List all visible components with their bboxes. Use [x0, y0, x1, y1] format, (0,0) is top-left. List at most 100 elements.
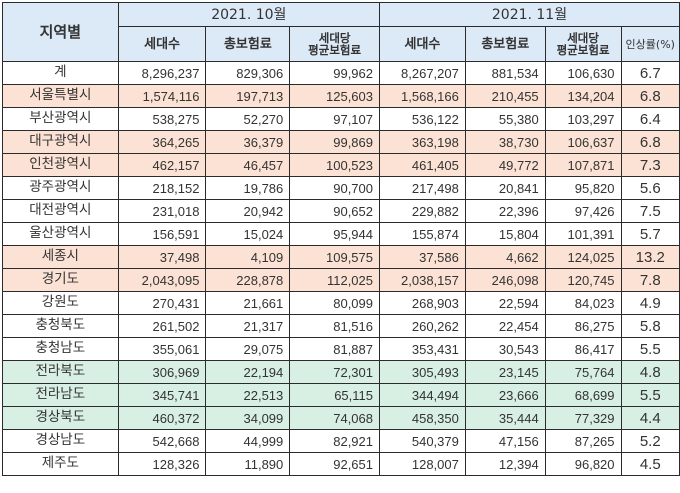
- avg-premium-oct-cell: 109,575: [289, 245, 380, 269]
- premium-oct-cell: 44,999: [205, 429, 291, 453]
- increase-rate-cell: 5.5: [620, 337, 680, 361]
- avg-premium-oct-cell: 81,887: [289, 337, 380, 361]
- households-nov-cell: 2,038,157: [379, 268, 466, 292]
- households-oct-cell: 364,265: [117, 130, 207, 154]
- increase-rate-cell: 7.8: [620, 268, 680, 292]
- table-row: 충청북도 261,502 21,317 81,516 260,262 22,454 86,2…: [2, 314, 680, 338]
- households-nov-cell: 363,198: [379, 130, 466, 154]
- avg-premium-oct-cell: 112,025: [289, 268, 380, 292]
- premium-nov-cell: 22,594: [464, 291, 546, 315]
- region-cell: 충청남도: [2, 337, 119, 361]
- avg-premium-nov-cell: 95,820: [544, 176, 622, 200]
- avg-premium-nov-cell: 101,391: [544, 222, 622, 246]
- region-cell: 인천광역시: [2, 153, 119, 177]
- avg-premium-nov-cell: 86,417: [544, 337, 622, 361]
- region-column-header: 지역별: [2, 2, 119, 62]
- avg-premium-oct-cell: 90,700: [289, 176, 380, 200]
- increase-rate-cell: 5.2: [620, 429, 680, 453]
- region-cell: 광주광역시: [2, 176, 119, 200]
- region-cell: 경상북도: [2, 406, 119, 430]
- premium-oct-cell: 46,457: [205, 153, 291, 177]
- premium-nov-cell: 881,534: [464, 61, 546, 85]
- table-row: 울산광역시 156,591 15,024 95,944 155,874 15,804 101…: [2, 222, 680, 246]
- households-oct-cell: 355,061: [117, 337, 207, 361]
- premium-nov-cell: 12,394: [464, 452, 546, 476]
- households-nov-cell: 536,122: [379, 107, 466, 131]
- premium-oct-cell: 52,270: [205, 107, 291, 131]
- households-oct-cell: 156,591: [117, 222, 207, 246]
- region-cell: 세종시: [2, 245, 119, 269]
- premium-nov-cell: 30,543: [464, 337, 546, 361]
- premium-oct-cell: 34,099: [205, 406, 291, 430]
- premium-oct-cell: 21,661: [205, 291, 291, 315]
- premium-nov-cell: 55,380: [464, 107, 546, 131]
- table-row: 부산광역시 538,275 52,270 97,107 536,122 55,380 103…: [2, 107, 680, 131]
- avg-premium-oct-cell: 95,944: [289, 222, 380, 246]
- table-row: 제주도 128,326 11,890 92,651 128,007 12,394 96,82…: [2, 452, 680, 476]
- premium-nov-cell: 23,666: [464, 383, 546, 407]
- table-body: 계 8,296,237 829,306 99,962 8,267,207 881,534 1…: [2, 61, 680, 476]
- premium-nov-cell: 22,454: [464, 314, 546, 338]
- table-row: 경기도 2,043,095 228,878 112,025 2,038,157 246,0…: [2, 268, 680, 292]
- households-oct-cell: 1,574,116: [117, 84, 207, 108]
- premium-oct-cell: 829,306: [205, 61, 291, 85]
- premium-nov-header: 총보험료: [464, 26, 546, 62]
- avg-premium-oct-cell: 80,099: [289, 291, 380, 315]
- avg-premium-nov-cell: 86,275: [544, 314, 622, 338]
- premium-oct-cell: 11,890: [205, 452, 291, 476]
- avg-premium-oct-header: 세대당 평균보험료: [289, 26, 380, 62]
- households-nov-cell: 353,431: [379, 337, 466, 361]
- avg-premium-nov-cell: 107,871: [544, 153, 622, 177]
- period-nov-header: 2021. 11월: [379, 2, 680, 27]
- table-row: 경상북도 460,372 34,099 74,068 458,350 35,444 77,3…: [2, 406, 680, 430]
- increase-rate-cell: 4.9: [620, 291, 680, 315]
- avg-premium-nov-cell: 68,699: [544, 383, 622, 407]
- premium-oct-cell: 22,194: [205, 360, 291, 384]
- avg-premium-nov-cell: 124,025: [544, 245, 622, 269]
- premium-nov-cell: 23,145: [464, 360, 546, 384]
- increase-rate-cell: 6.8: [620, 84, 680, 108]
- premium-oct-cell: 36,379: [205, 130, 291, 154]
- table-row: 인천광역시 462,157 46,457 100,523 461,405 49,772 10…: [2, 153, 680, 177]
- increase-rate-cell: 4.5: [620, 452, 680, 476]
- avg-premium-nov-cell: 106,637: [544, 130, 622, 154]
- households-nov-cell: 229,882: [379, 199, 466, 223]
- table-row: 세종시 37,498 4,109 109,575 37,586 4,662 124,025 1…: [2, 245, 680, 269]
- avg-premium-oct-cell: 97,107: [289, 107, 380, 131]
- avg-premium-oct-cell: 92,651: [289, 452, 380, 476]
- households-oct-cell: 2,043,095: [117, 268, 207, 292]
- increase-rate-cell: 4.4: [620, 406, 680, 430]
- table-row: 광주광역시 218,152 19,786 90,700 217,498 20,841 95,…: [2, 176, 680, 200]
- households-nov-cell: 461,405: [379, 153, 466, 177]
- premium-nov-cell: 35,444: [464, 406, 546, 430]
- households-oct-cell: 538,275: [117, 107, 207, 131]
- premium-nov-cell: 38,730: [464, 130, 546, 154]
- households-nov-cell: 155,874: [379, 222, 466, 246]
- households-oct-cell: 462,157: [117, 153, 207, 177]
- premium-oct-cell: 29,075: [205, 337, 291, 361]
- avg-premium-nov-cell: 103,297: [544, 107, 622, 131]
- premium-nov-cell: 15,804: [464, 222, 546, 246]
- increase-rate-cell: 5.7: [620, 222, 680, 246]
- households-oct-cell: 306,969: [117, 360, 207, 384]
- increase-rate-header: 인상률(%): [620, 26, 680, 62]
- households-oct-cell: 37,498: [117, 245, 207, 269]
- premium-oct-cell: 19,786: [205, 176, 291, 200]
- region-cell: 경기도: [2, 268, 119, 292]
- table-header: 지역별 2021. 10월 2021. 11월 세대수 총보험료 세대당 평균보…: [2, 2, 680, 62]
- premium-nov-cell: 246,098: [464, 268, 546, 292]
- avg-premium-oct-cell: 72,301: [289, 360, 380, 384]
- region-cell: 부산광역시: [2, 107, 119, 131]
- avg-premium-nov-cell: 96,820: [544, 452, 622, 476]
- increase-rate-cell: 5.5: [620, 383, 680, 407]
- households-nov-cell: 37,586: [379, 245, 466, 269]
- region-cell: 대전광역시: [2, 199, 119, 223]
- avg-premium-nov-cell: 106,630: [544, 61, 622, 85]
- households-oct-cell: 128,326: [117, 452, 207, 476]
- region-cell: 강원도: [2, 291, 119, 315]
- region-cell: 제주도: [2, 452, 119, 476]
- households-oct-cell: 8,296,237: [117, 61, 207, 85]
- premium-oct-cell: 21,317: [205, 314, 291, 338]
- premium-nov-cell: 20,841: [464, 176, 546, 200]
- premium-nov-cell: 22,396: [464, 199, 546, 223]
